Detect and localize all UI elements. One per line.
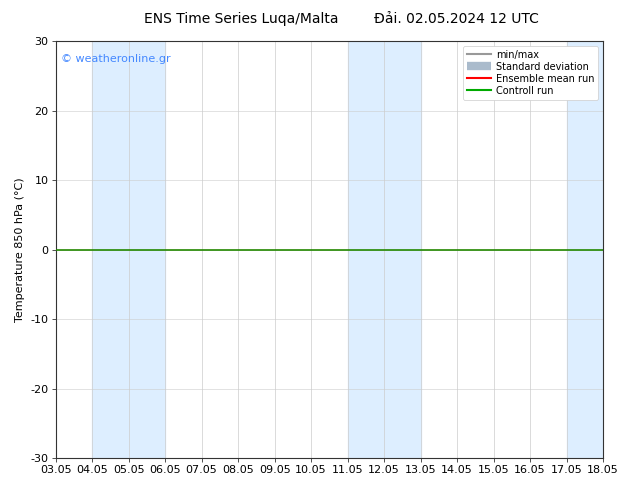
Text: Đải. 02.05.2024 12 UTC: Đải. 02.05.2024 12 UTC: [374, 12, 539, 26]
Text: ENS Time Series Luqa/Malta: ENS Time Series Luqa/Malta: [144, 12, 338, 26]
Legend: min/max, Standard deviation, Ensemble mean run, Controll run: min/max, Standard deviation, Ensemble me…: [463, 46, 598, 99]
Text: © weatheronline.gr: © weatheronline.gr: [61, 53, 171, 64]
Y-axis label: Temperature 850 hPa (°C): Temperature 850 hPa (°C): [15, 177, 25, 322]
Bar: [92, 41, 165, 458]
Bar: [347, 41, 420, 458]
Bar: [567, 41, 634, 458]
